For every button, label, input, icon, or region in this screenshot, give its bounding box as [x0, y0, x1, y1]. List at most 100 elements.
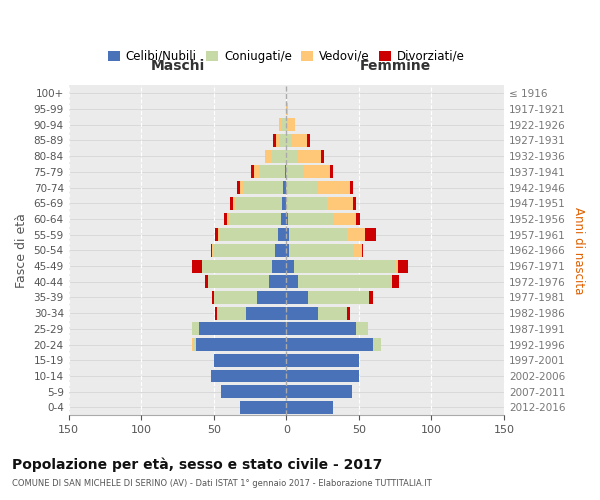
Bar [286, 291, 308, 304]
Bar [286, 260, 293, 272]
Bar [217, 307, 245, 320]
Bar [230, 212, 281, 226]
Bar [292, 134, 307, 147]
Bar [192, 322, 199, 336]
Bar [286, 401, 333, 414]
Bar [356, 322, 368, 336]
Y-axis label: Anni di nascita: Anni di nascita [572, 206, 585, 294]
Bar [193, 338, 196, 351]
Text: Maschi: Maschi [151, 59, 205, 73]
Bar [289, 244, 355, 257]
Bar [350, 181, 353, 194]
Bar [298, 276, 392, 288]
Bar [369, 291, 373, 304]
Bar [199, 322, 286, 336]
Bar [362, 244, 363, 257]
Bar [273, 134, 276, 147]
Bar [286, 166, 304, 178]
Bar [398, 260, 408, 272]
Bar [211, 244, 212, 257]
Bar [208, 276, 269, 288]
Bar [286, 338, 373, 351]
Bar [281, 212, 286, 226]
Bar [237, 181, 240, 194]
Bar [224, 212, 227, 226]
Bar [192, 260, 202, 272]
Bar [214, 244, 275, 257]
Bar [318, 307, 347, 320]
Bar [308, 291, 369, 304]
Bar [254, 166, 259, 178]
Bar [321, 150, 324, 162]
Bar [286, 322, 356, 336]
Bar [265, 150, 272, 162]
Bar [202, 260, 272, 272]
Bar [353, 197, 356, 209]
Bar [279, 118, 282, 131]
Bar [286, 307, 318, 320]
Bar [347, 307, 350, 320]
Bar [205, 276, 208, 288]
Bar [257, 291, 286, 304]
Bar [286, 150, 298, 162]
Bar [215, 307, 217, 320]
Bar [365, 228, 376, 241]
Bar [251, 166, 254, 178]
Bar [355, 244, 362, 257]
Bar [272, 260, 286, 272]
Bar [211, 370, 286, 382]
Bar [279, 134, 286, 147]
Bar [288, 118, 295, 131]
Bar [269, 276, 286, 288]
Bar [286, 102, 288, 116]
Bar [275, 244, 286, 257]
Bar [221, 386, 286, 398]
Bar [212, 291, 214, 304]
Bar [373, 338, 380, 351]
Text: COMUNE DI SAN MICHELE DI SERINO (AV) - Dati ISTAT 1° gennaio 2017 - Elaborazione: COMUNE DI SAN MICHELE DI SERINO (AV) - D… [12, 479, 432, 488]
Bar [395, 260, 398, 272]
Bar [318, 181, 350, 194]
Legend: Celibi/Nubili, Coniugati/e, Vedovi/e, Divorziati/e: Celibi/Nubili, Coniugati/e, Vedovi/e, Di… [103, 45, 469, 68]
Bar [278, 228, 286, 241]
Bar [330, 166, 333, 178]
Bar [259, 166, 285, 178]
Bar [285, 166, 286, 178]
Bar [307, 134, 310, 147]
Bar [240, 181, 243, 194]
Bar [392, 276, 400, 288]
Y-axis label: Fasce di età: Fasce di età [15, 213, 28, 288]
Bar [286, 181, 318, 194]
Bar [220, 228, 278, 241]
Bar [214, 291, 257, 304]
Bar [282, 118, 286, 131]
Bar [218, 228, 220, 241]
Bar [192, 338, 193, 351]
Bar [293, 260, 395, 272]
Bar [240, 401, 286, 414]
Bar [286, 354, 359, 367]
Bar [196, 338, 286, 351]
Bar [236, 197, 282, 209]
Bar [286, 212, 288, 226]
Bar [286, 228, 289, 241]
Bar [334, 212, 356, 226]
Bar [230, 197, 233, 209]
Bar [282, 197, 286, 209]
Bar [288, 212, 334, 226]
Bar [347, 228, 365, 241]
Bar [286, 118, 288, 131]
Bar [283, 181, 286, 194]
Bar [286, 197, 327, 209]
Bar [233, 197, 236, 209]
Bar [286, 244, 289, 257]
Bar [212, 244, 214, 257]
Bar [245, 307, 286, 320]
Bar [272, 150, 286, 162]
Bar [327, 197, 353, 209]
Bar [243, 181, 283, 194]
Bar [214, 354, 286, 367]
Text: Femmine: Femmine [359, 59, 431, 73]
Bar [286, 276, 298, 288]
Bar [215, 228, 218, 241]
